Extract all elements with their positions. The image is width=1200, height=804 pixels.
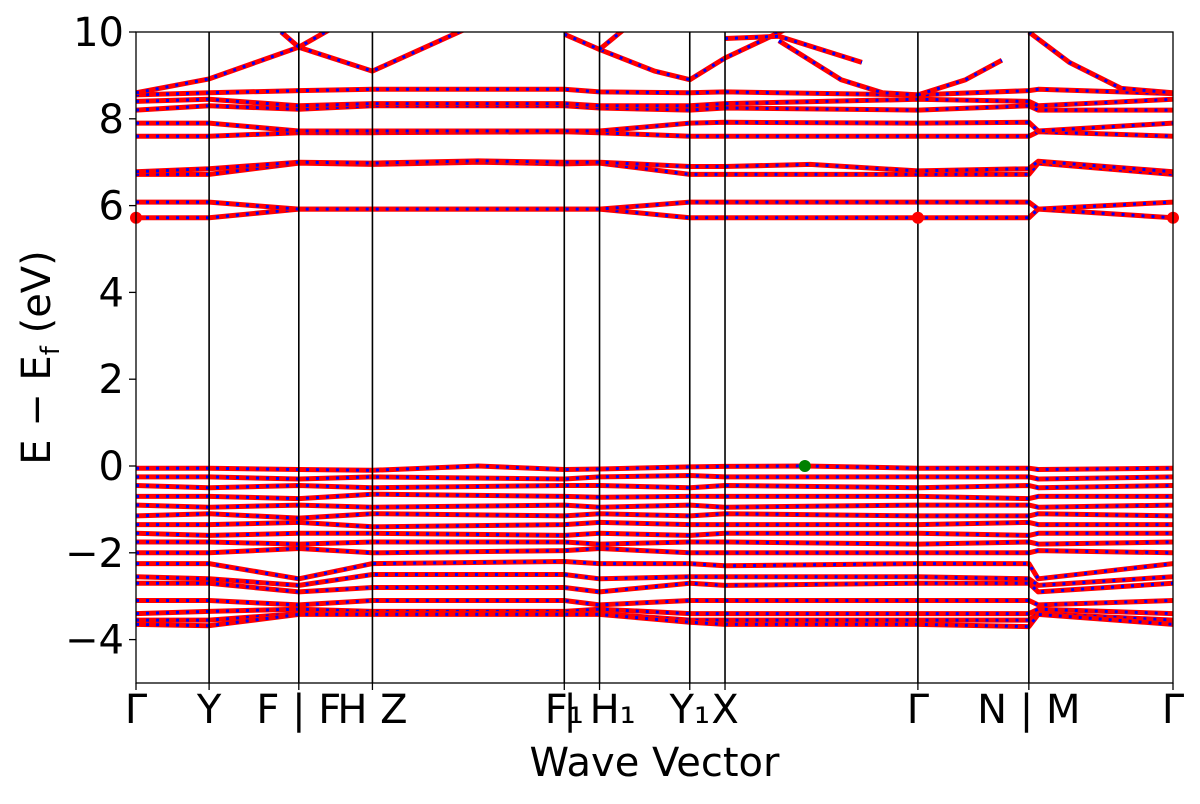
y-tick-label-4: 4	[99, 270, 124, 316]
conduction-band-7-spin-up	[136, 96, 1173, 109]
valence-band-14-spin-up	[136, 606, 1173, 617]
conduction-band-0-spin-up	[136, 206, 1173, 221]
y-tick-label-0: −4	[65, 618, 124, 664]
valence-band-10-spin-down	[136, 559, 1173, 581]
valence-band-16-spin-up	[136, 611, 1173, 630]
valence-band-5-spin-up	[136, 511, 1173, 521]
conduction-band-1-spin-up	[136, 199, 1173, 212]
valence-band-3-spin-up	[136, 491, 1173, 502]
x-tick-label-6: Y₁	[669, 687, 710, 733]
x-tick-label-2: F | F	[256, 687, 341, 733]
conduction-band-11-spin-down	[563, 32, 784, 82]
x-tick-label-7: X	[711, 687, 738, 733]
conduction-band-16-spin-up	[1027, 32, 1173, 96]
x-tick-label-3: H Z	[337, 687, 407, 733]
x-tick-label-8: Γ	[907, 687, 930, 733]
x-tick-label-4: F₁	[545, 687, 584, 733]
band-edge-marker-1	[911, 211, 924, 224]
valence-band-7-spin-up	[136, 530, 1173, 538]
valence-band-0-spin-up	[136, 463, 1173, 473]
conduction-band-5-spin-up	[136, 119, 1173, 134]
plot-frame	[135, 31, 1174, 684]
valence-band-12-spin-up	[136, 580, 1173, 595]
y-tick-label-5: 6	[99, 184, 124, 230]
conduction-band-8-spin-up	[136, 86, 1173, 98]
x-tick-label-5: | H₁	[563, 687, 635, 733]
conduction-band-6-spin-up	[136, 103, 1173, 113]
valence-band-8-spin-up	[136, 539, 1173, 547]
bands-layer	[136, 32, 1173, 630]
conduction-band-9-spin-down	[136, 32, 463, 95]
conduction-band-3-spin-up	[136, 158, 1173, 175]
conduction-band-12-spin-up	[597, 32, 625, 52]
valence-band-1-spin-up	[136, 473, 1173, 482]
y-tick-label-3: 2	[99, 357, 124, 403]
conduction-band-16-spin-down	[1027, 32, 1173, 95]
valence-band-4-spin-up	[136, 502, 1173, 510]
conduction-band-14-spin-up	[777, 38, 919, 98]
conduction-band-14-spin-down	[778, 39, 918, 97]
y-axis-title-main: E − E	[14, 355, 60, 465]
y-axis-title-unit: (eV)	[14, 250, 60, 346]
x-tick-label-10: Γ	[1162, 687, 1185, 733]
x-tick-label-1: Y	[196, 687, 222, 733]
y-axis-ticks: −4 −2 0 2 4 6 8 10	[65, 10, 136, 664]
high-symmetry-lines	[208, 32, 1030, 683]
y-tick-label-2: 0	[99, 444, 124, 490]
conduction-band-15-spin-down	[917, 58, 1003, 97]
conduction-band-4-spin-up	[136, 129, 1173, 139]
conduction-band-10-spin-up	[279, 32, 331, 50]
x-axis-title: Wave Vector	[530, 740, 781, 786]
y-tick-label-6: 8	[99, 97, 124, 143]
valence-band-11-spin-up	[136, 572, 1173, 588]
y-axis-title-subscript: f	[36, 345, 66, 355]
y-axis-title: E − Ef (eV)	[14, 250, 66, 465]
y-tick-label-7: 10	[73, 10, 124, 56]
conduction-band-13-spin-down	[724, 34, 863, 64]
band-edge-markers	[130, 211, 1179, 472]
band-edge-marker-3	[798, 460, 811, 472]
valence-band-2-spin-up	[136, 483, 1173, 491]
y-tick-label-1: −2	[65, 531, 124, 577]
valence-band-13-spin-up	[136, 598, 1173, 608]
valence-band-9-spin-up	[136, 546, 1173, 556]
x-axis-ticks: Γ Y F | FH Z F₁| H₁ Y₁ X Γ N | M Γ	[125, 683, 1185, 733]
x-tick-label-0: Γ	[125, 687, 148, 733]
x-tick-label-9: N | M	[977, 687, 1080, 733]
valence-band-6-spin-up	[136, 519, 1173, 530]
